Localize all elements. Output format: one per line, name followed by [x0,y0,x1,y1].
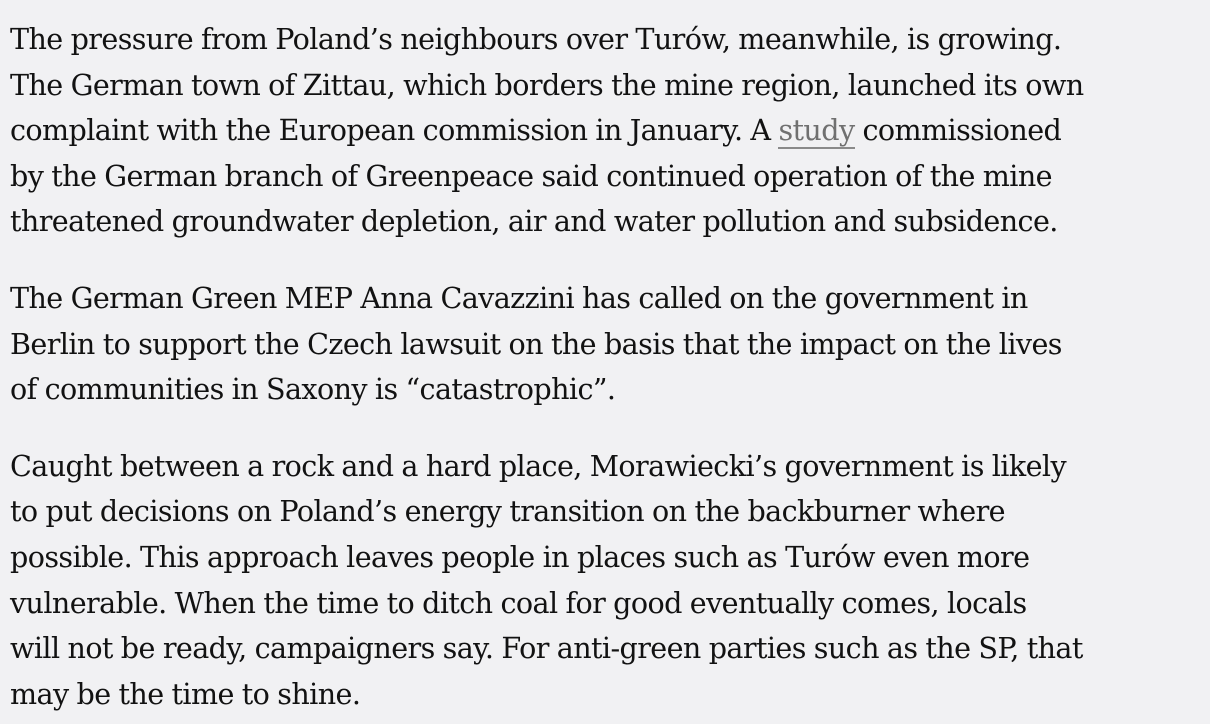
paragraph-3: Caught between a rock and a hard place, … [10,444,1202,718]
paragraph-2-line-1: The German Green MEP Anna Cavazzini has … [10,280,1028,315]
paragraph-3-line-5: will not be ready, campaigners say. For … [10,631,1083,666]
paragraph-1-line-3-start: complaint with the European commission i… [10,113,779,148]
paragraph-3-line-1: Caught between a rock and a hard place, … [10,448,1067,483]
study-link[interactable]: study [778,113,855,150]
paragraph-1-line-2: The German town of Zittau, which borders… [10,67,1084,102]
paragraph-2: The German Green MEP Anna Cavazzini has … [10,276,1202,413]
paragraph-1-line-4: by the German branch of Greenpeace said … [10,158,1053,193]
article-body: The pressure from Poland’s neighbours ov… [10,17,1202,717]
paragraph-3-line-4: vulnerable. When the time to ditch coal … [10,585,1027,620]
paragraph-3-line-6: may be the time to shine. [10,676,361,711]
paragraph-1-line-1: The pressure from Poland’s neighbours ov… [10,22,1062,56]
paragraph-1: The pressure from Poland’s neighbours ov… [10,17,1202,245]
paragraph-1-line-5: threatened groundwater depletion, air an… [10,204,1058,239]
paragraph-1-line-3-end: commissioned [854,113,1062,148]
paragraph-2-line-2: Berlin to support the Czech lawsuit on t… [10,326,1062,361]
paragraph-2-line-3: of communities in Saxony is “catastrophi… [10,372,616,407]
paragraph-3-line-3: possible. This approach leaves people in… [10,539,1030,574]
paragraph-3-line-2: to put decisions on Poland’s energy tran… [10,494,1006,529]
